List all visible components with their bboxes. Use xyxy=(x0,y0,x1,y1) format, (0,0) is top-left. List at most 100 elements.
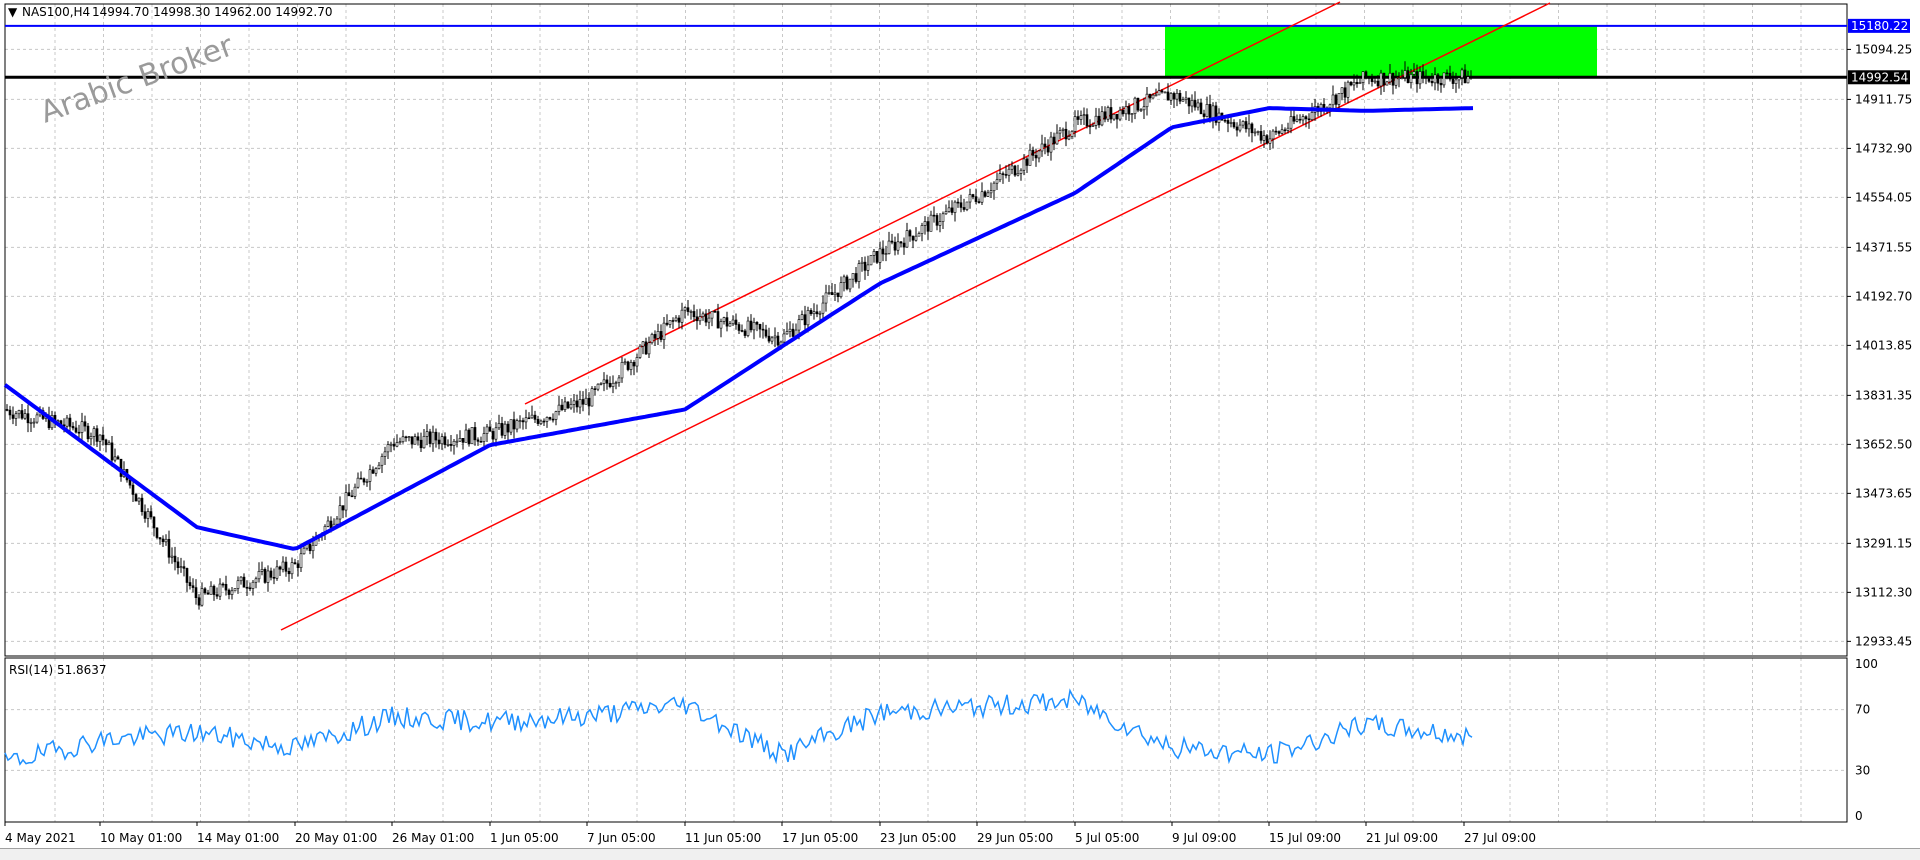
candle-body xyxy=(836,292,840,297)
candle-body xyxy=(266,570,270,583)
candle-body xyxy=(551,418,555,421)
candle-body xyxy=(1406,70,1410,84)
candle-body xyxy=(1469,76,1473,78)
candle-body xyxy=(479,441,483,443)
candle-body xyxy=(1181,99,1185,102)
candle-body xyxy=(128,479,132,486)
candle-body xyxy=(1025,158,1029,166)
candle-body xyxy=(392,443,396,447)
candle-body xyxy=(107,442,111,446)
candle-body xyxy=(1367,77,1371,79)
candle-body xyxy=(923,221,927,226)
candle-body xyxy=(1460,69,1464,78)
candle-body xyxy=(878,248,882,263)
candle-body xyxy=(470,427,474,445)
candle-body xyxy=(1298,118,1302,121)
candle-body xyxy=(1070,131,1074,137)
candle-body xyxy=(212,585,216,595)
candle-body xyxy=(26,413,30,424)
candle-body xyxy=(1430,81,1434,84)
candle-body xyxy=(1064,128,1068,140)
candle-body xyxy=(440,436,444,445)
candle-body xyxy=(1361,71,1365,83)
candle-body xyxy=(1214,105,1218,123)
candle-body xyxy=(809,310,813,315)
candle-body xyxy=(1268,138,1272,144)
candle-body xyxy=(965,201,969,210)
candle-body xyxy=(539,420,543,424)
candle-body xyxy=(716,311,720,329)
candle-body xyxy=(1286,127,1290,131)
candle-body xyxy=(1283,129,1287,132)
candle-body xyxy=(992,182,996,192)
candle-body xyxy=(626,361,630,370)
moving-average-line xyxy=(3,106,1474,551)
candle-body xyxy=(662,322,666,340)
candle-body xyxy=(1112,113,1116,120)
candle-body xyxy=(86,425,90,440)
candle-body xyxy=(971,194,975,197)
candle-body xyxy=(146,511,150,519)
candle-body xyxy=(713,311,717,313)
candle-body xyxy=(872,251,876,256)
candle-body xyxy=(218,583,222,597)
channel-lower-line[interactable] xyxy=(280,2,1551,631)
candle-body xyxy=(1190,100,1194,107)
candle-body xyxy=(818,312,822,315)
candle-body xyxy=(827,292,831,294)
candle-body xyxy=(233,588,237,592)
candle-body xyxy=(1436,74,1440,84)
candle-body xyxy=(1253,131,1257,134)
candle-body xyxy=(1427,76,1431,82)
time-tick-label: 11 Jun 05:00 xyxy=(685,831,761,845)
candle-body xyxy=(1229,122,1233,124)
candle-body xyxy=(767,335,771,342)
candle-body xyxy=(23,413,27,419)
symbol-tab-bar[interactable] xyxy=(0,848,1920,860)
candle-body xyxy=(260,569,264,572)
time-tick-label: 9 Jul 09:00 xyxy=(1172,831,1236,845)
candle-body xyxy=(899,241,903,244)
candle-body xyxy=(1265,135,1269,144)
candle-body xyxy=(884,253,888,255)
candle-body xyxy=(1433,74,1437,84)
candle-body xyxy=(326,520,330,527)
price-axis: 15094.25 14911.75 14732.90 14554.05 14371.55… xyxy=(1847,42,1912,648)
candle-body xyxy=(1463,69,1467,84)
candle-body xyxy=(32,421,36,424)
candle-body xyxy=(1400,77,1404,79)
candle-body xyxy=(536,419,540,424)
candle-body xyxy=(383,451,387,457)
candle-body xyxy=(665,322,669,325)
candle-body xyxy=(1088,125,1092,128)
candle-body xyxy=(593,388,597,390)
candle-body xyxy=(911,235,915,241)
candle-body xyxy=(1388,72,1392,83)
candle-body xyxy=(254,578,258,583)
candle-body xyxy=(1310,112,1314,120)
candle-body xyxy=(299,553,303,568)
candle-body xyxy=(398,441,402,444)
candle-body xyxy=(413,436,417,445)
candle-body xyxy=(365,481,369,483)
supply-zone[interactable] xyxy=(1165,25,1597,78)
candle-body xyxy=(1040,143,1044,152)
candle-body xyxy=(620,362,624,379)
time-tick-label: 21 Jul 09:00 xyxy=(1366,831,1438,845)
candle-body xyxy=(1010,165,1014,170)
candle-body xyxy=(1163,91,1167,94)
candle-body xyxy=(614,382,618,384)
candle-body xyxy=(281,561,285,570)
candle-body xyxy=(1289,116,1293,129)
candle-body xyxy=(491,431,495,440)
candle-body xyxy=(1304,116,1308,120)
candle-body xyxy=(425,431,429,437)
candle-body xyxy=(788,328,792,332)
price-tick-label: 12933.45 xyxy=(1855,634,1912,648)
candle-body xyxy=(152,516,156,529)
candle-body xyxy=(149,511,153,518)
dropdown-triangle-icon[interactable]: ▼ xyxy=(8,5,18,19)
candle-body xyxy=(416,436,420,441)
candle-body xyxy=(1193,100,1197,108)
